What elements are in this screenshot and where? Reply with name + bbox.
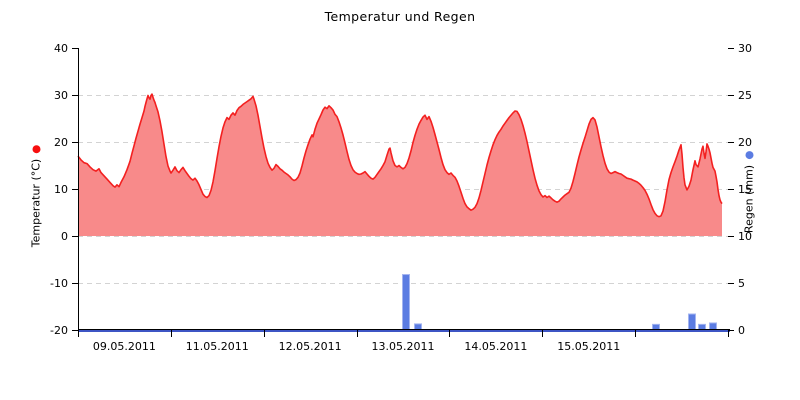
- svg-text:10: 10: [54, 183, 68, 196]
- right-axis-ticks: 30 25 20 15 10 5 0: [728, 42, 752, 337]
- svg-text:14.05.2011: 14.05.2011: [464, 340, 527, 353]
- svg-text:40: 40: [54, 42, 68, 55]
- rain-bar: [688, 313, 696, 331]
- svg-text:5: 5: [738, 277, 745, 290]
- svg-text:20: 20: [738, 136, 752, 149]
- svg-text:12.05.2011: 12.05.2011: [279, 340, 342, 353]
- svg-text:20: 20: [54, 136, 68, 149]
- rain-bar: [402, 274, 410, 331]
- axes: [78, 48, 730, 332]
- svg-text:30: 30: [738, 42, 752, 55]
- left-axis-label-text: Temperatur (°C): [29, 158, 43, 248]
- svg-text:-20: -20: [50, 324, 68, 337]
- svg-text:30: 30: [54, 89, 68, 102]
- x-axis-ticks: 09.05.2011 11.05.2011 12.05.2011 13.05.2011…: [78, 330, 729, 353]
- svg-text:10: 10: [738, 230, 752, 243]
- svg-text:0: 0: [738, 324, 745, 337]
- svg-text:09.05.2011: 09.05.2011: [93, 340, 156, 353]
- temperature-legend-dot-icon: [32, 144, 40, 153]
- rain-bars: [402, 274, 717, 331]
- rain-bar: [709, 322, 717, 331]
- chart-title: Temperatur und Regen: [324, 9, 476, 24]
- rain-legend-dot-icon: [745, 150, 753, 159]
- svg-text:-10: -10: [50, 277, 68, 290]
- svg-text:25: 25: [738, 89, 752, 102]
- svg-text:0: 0: [61, 230, 68, 243]
- left-axis-ticks: 40 30 20 10 0 -10 -20: [50, 42, 78, 337]
- svg-text:13.05.2011: 13.05.2011: [372, 340, 435, 353]
- temperature-area: [78, 94, 722, 236]
- svg-text:15: 15: [738, 183, 752, 196]
- right-axis-label: Regen (mm): [742, 150, 756, 234]
- svg-text:15.05.2011: 15.05.2011: [557, 340, 620, 353]
- right-axis-label-text: Regen (mm): [742, 164, 756, 234]
- temperature-line: [77, 93, 723, 218]
- svg-text:11.05.2011: 11.05.2011: [186, 340, 249, 353]
- left-axis-label: Temperatur (°C): [29, 144, 43, 248]
